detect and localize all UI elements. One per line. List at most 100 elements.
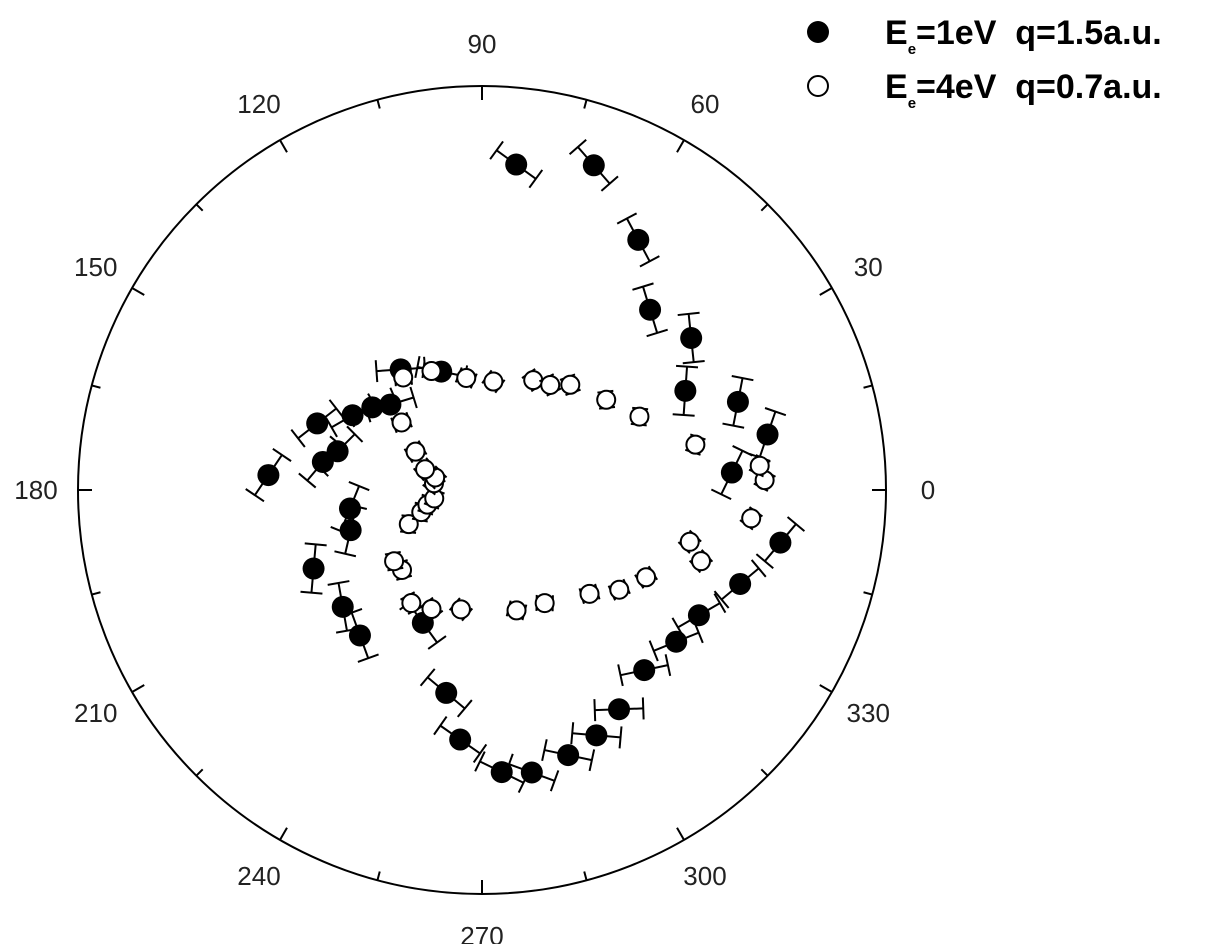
error-cap bbox=[672, 413, 695, 417]
marker-filled bbox=[720, 461, 743, 484]
major-tick bbox=[676, 827, 685, 841]
data-point-open bbox=[684, 433, 706, 456]
error-cap bbox=[664, 654, 672, 677]
error-cap bbox=[549, 770, 560, 792]
marker-open bbox=[421, 360, 442, 381]
marker-open bbox=[749, 455, 770, 476]
marker-filled bbox=[769, 531, 792, 554]
data-point-open bbox=[559, 373, 581, 397]
data-point-filled bbox=[710, 445, 753, 501]
marker-filled bbox=[608, 698, 631, 721]
minor-tick bbox=[583, 99, 588, 109]
data-point-filled bbox=[672, 364, 699, 417]
data-point-filled bbox=[300, 542, 327, 595]
data-point-filled bbox=[489, 140, 544, 189]
data-point-filled bbox=[419, 668, 473, 718]
marker-open bbox=[609, 579, 630, 600]
data-point-filled bbox=[568, 139, 619, 192]
marker-open bbox=[560, 374, 581, 395]
error-cap bbox=[641, 697, 645, 720]
error-cap bbox=[713, 593, 727, 614]
data-point-filled bbox=[327, 580, 358, 634]
minor-tick bbox=[376, 99, 381, 109]
data-point-filled bbox=[616, 212, 660, 268]
marker-filled bbox=[729, 572, 752, 595]
data-point-open bbox=[390, 411, 413, 434]
marker-filled bbox=[348, 624, 371, 647]
error-cap bbox=[334, 550, 357, 558]
error-cap bbox=[300, 590, 323, 595]
data-point-open bbox=[538, 373, 562, 397]
data-point-open bbox=[448, 597, 474, 622]
major-tick bbox=[131, 287, 145, 296]
marker-filled bbox=[726, 390, 749, 413]
minor-tick bbox=[91, 384, 101, 389]
error-cap bbox=[710, 488, 732, 501]
data-point-filled bbox=[433, 716, 488, 764]
error-cap bbox=[427, 635, 447, 650]
data-point-open bbox=[505, 600, 528, 621]
marker-open bbox=[691, 551, 712, 572]
error-cap bbox=[570, 722, 575, 745]
error-cap bbox=[357, 653, 379, 663]
marker-filled bbox=[639, 298, 662, 321]
marker-open bbox=[384, 551, 405, 572]
marker-filled bbox=[674, 379, 697, 402]
major-tick bbox=[279, 139, 288, 153]
marker-filled bbox=[306, 412, 329, 435]
error-cap bbox=[528, 169, 544, 189]
angle-tick-label: 150 bbox=[74, 252, 117, 282]
angle-tick-label: 30 bbox=[854, 252, 883, 282]
error-cap bbox=[541, 739, 548, 762]
error-cap bbox=[327, 580, 350, 586]
error-cap bbox=[750, 559, 767, 578]
major-tick bbox=[131, 684, 145, 693]
error-cap bbox=[489, 140, 504, 160]
legend-label-filled: Ee=1eV q=1.5a.u. bbox=[885, 14, 1162, 58]
data-point-filled bbox=[748, 407, 787, 462]
angle-tick-label: 270 bbox=[460, 921, 503, 944]
error-cap bbox=[677, 311, 700, 317]
data-point-open bbox=[454, 367, 478, 389]
angle-tick-label: 120 bbox=[237, 89, 280, 119]
angle-tick-label: 180 bbox=[14, 475, 57, 505]
error-cap bbox=[786, 516, 806, 532]
major-tick bbox=[819, 287, 833, 296]
angle-tick-label: 90 bbox=[468, 29, 497, 59]
data-point-open bbox=[393, 367, 414, 388]
data-point-open bbox=[534, 593, 555, 614]
error-cap bbox=[311, 459, 329, 477]
marker-open bbox=[405, 441, 426, 462]
data-point-open bbox=[634, 565, 659, 589]
angle-ticks bbox=[78, 86, 886, 894]
data-point-filled bbox=[363, 386, 418, 423]
error-cap bbox=[272, 447, 292, 462]
error-cap bbox=[693, 622, 704, 644]
minor-tick bbox=[376, 871, 381, 881]
data-point-open bbox=[596, 389, 617, 410]
error-cap bbox=[682, 359, 705, 365]
marker-filled bbox=[339, 519, 362, 542]
major-tick bbox=[676, 139, 685, 153]
angle-tick-label: 210 bbox=[74, 698, 117, 728]
marker-filled bbox=[331, 595, 354, 618]
marker-open bbox=[506, 600, 527, 621]
marker-open bbox=[450, 599, 471, 620]
marker-open bbox=[456, 367, 477, 388]
data-point-open bbox=[384, 550, 405, 572]
marker-open bbox=[629, 406, 650, 427]
error-cap bbox=[755, 553, 774, 570]
error-cap bbox=[593, 699, 597, 722]
data-point-open bbox=[629, 406, 650, 427]
error-cap bbox=[325, 417, 338, 438]
marker-filled bbox=[505, 153, 528, 176]
marker-open bbox=[523, 370, 544, 391]
error-cap bbox=[290, 429, 306, 448]
minor-tick bbox=[583, 871, 588, 881]
marker-open bbox=[679, 531, 700, 552]
data-point-open bbox=[739, 506, 764, 531]
marker-filled bbox=[326, 440, 349, 463]
data-point-open bbox=[400, 591, 423, 615]
legend-label-open: Ee=4eV q=0.7a.u. bbox=[885, 68, 1162, 112]
error-cap bbox=[722, 422, 745, 429]
